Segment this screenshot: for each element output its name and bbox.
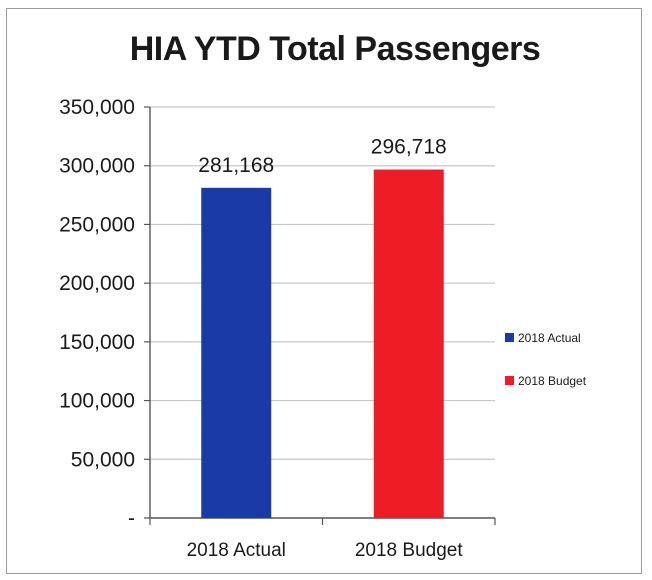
y-tick-label: 200,000 bbox=[59, 272, 135, 295]
y-tick-label: - bbox=[128, 507, 135, 530]
y-tick-label: 150,000 bbox=[59, 331, 135, 354]
legend-swatch bbox=[505, 333, 514, 342]
category-label: 2018 Budget bbox=[355, 540, 463, 561]
y-tick-labels: - 50,000 100,000 150,000 200,000 250,000 300,0… bbox=[59, 96, 135, 530]
bars bbox=[201, 169, 444, 518]
chart-title: HIA YTD Total Passengers bbox=[129, 30, 541, 68]
legend-swatch bbox=[505, 376, 514, 385]
category-label: 2018 Actual bbox=[187, 540, 286, 561]
legend-label: 2018 Actual bbox=[518, 331, 581, 345]
y-tick-label: 250,000 bbox=[59, 213, 135, 236]
data-label: 296,718 bbox=[371, 136, 447, 159]
data-label: 281,168 bbox=[198, 154, 274, 177]
bar-actual bbox=[201, 187, 272, 518]
legend-label: 2018 Budget bbox=[518, 374, 587, 388]
y-tick-label: 300,000 bbox=[59, 155, 135, 178]
y-tick-label: 350,000 bbox=[59, 96, 135, 119]
chart-frame bbox=[6, 8, 642, 574]
y-tick-label: 100,000 bbox=[59, 390, 135, 413]
legend: 2018 Actual 2018 Budget bbox=[505, 331, 587, 388]
category-labels: 2018 Actual 2018 Budget bbox=[187, 540, 464, 561]
y-tick-label: 50,000 bbox=[71, 448, 135, 471]
bar-budget bbox=[373, 169, 444, 518]
data-labels: 281,168 296,718 bbox=[198, 136, 446, 177]
